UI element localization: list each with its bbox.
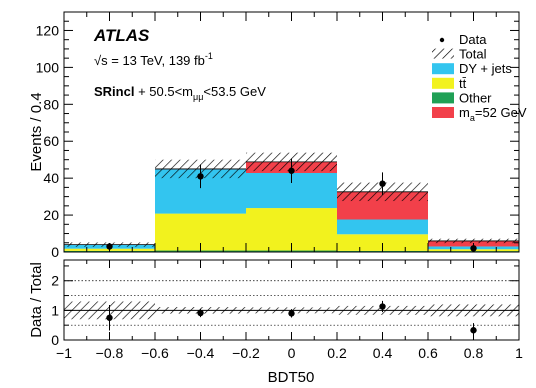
legend-label-main-0: Data — [459, 32, 487, 47]
ratio-ticks — [63, 260, 520, 341]
main-y-tick-label-6: 120 — [36, 22, 60, 38]
x-tick-label-1: −0.8 — [96, 345, 124, 361]
x-tick-labels: −1 −0.8 −0.6 −0.4 −0.2 0 0.2 0.4 0.6 0.8 1 — [56, 345, 523, 361]
legend-label-sub-5: a — [470, 113, 475, 123]
ratio-points — [106, 300, 477, 338]
x-tick-label-0: −1 — [56, 345, 72, 361]
main-y-tick-label-2: 40 — [43, 170, 59, 186]
total-hatch-bin-4 — [428, 238, 519, 244]
legend-hatch-1 — [432, 48, 454, 59]
legend-label-5: ma=52 GeV — [459, 105, 527, 123]
x-tick-label-4: −0.2 — [232, 345, 260, 361]
x-axis-label: BDT50 — [268, 369, 315, 386]
legend-swatch-4 — [432, 92, 454, 104]
x-tick-label-7: 0.4 — [373, 345, 393, 361]
legend-label-main-2: DY + jets — [459, 61, 512, 76]
legend-label-3: tt̄ — [459, 76, 467, 91]
bar-2-bin-3 — [337, 219, 428, 235]
legend-label-main-5: m — [459, 105, 470, 120]
total-uncertainty-band — [64, 152, 519, 247]
x-tick-label-5: 0 — [288, 345, 296, 361]
data-point-1 — [197, 173, 204, 180]
ratio-point-4 — [470, 327, 477, 334]
main-y-tick-label-1: 20 — [43, 207, 59, 223]
legend-label-2: DY + jets — [459, 61, 512, 76]
ratio-y-tick-label-1: 1 — [51, 302, 59, 318]
bar-1-bin-3 — [337, 234, 428, 251]
ratio-plot-frame — [63, 259, 520, 341]
main-y-tick-label-0: 0 — [51, 244, 59, 260]
x-tick-label-9: 0.8 — [464, 345, 484, 361]
legend-label-4: Other — [459, 90, 492, 105]
main-ticks — [63, 11, 520, 253]
ratio-point-1 — [197, 309, 204, 317]
main-plot: 0 20 40 60 80 100 120 — [36, 11, 520, 260]
data-point-2 — [288, 167, 295, 174]
legend-swatch-3 — [432, 77, 454, 89]
legend-label-1: Total — [459, 47, 487, 62]
x-tick-label-8: 0.6 — [418, 345, 438, 361]
ratio-y-tick-label-0: 0 — [51, 332, 59, 348]
main-y-tick-labels: 0 20 40 60 80 100 120 — [36, 22, 60, 260]
ratio-band-bin-4 — [428, 304, 519, 317]
ratio-point-3 — [379, 303, 386, 310]
experiment-label: ATLAS — [93, 26, 150, 45]
main-y-tick-label-3: 60 — [43, 133, 59, 149]
legend-label-main-3: tt̄ — [459, 76, 467, 91]
x-tick-label-6: 0.2 — [327, 345, 347, 361]
region-label: SRincl + 50.5<mμμ<53.5 GeV — [94, 84, 266, 102]
legend-swatch-2 — [432, 63, 454, 75]
energy-label: √s = 13 TeV, 139 fb-1 — [94, 51, 213, 68]
ratio-y-axis-label: Data / Total — [28, 262, 45, 338]
x-tick-label-2: −0.6 — [141, 345, 169, 361]
legend-label-main-1: Total — [459, 47, 487, 62]
x-tick-label-10: 1 — [515, 345, 523, 361]
main-y-tick-label-4: 80 — [43, 96, 59, 112]
data-point-3 — [379, 180, 386, 187]
ratio-point-2 — [288, 310, 295, 317]
ratio-y-tick-label-2: 2 — [51, 273, 59, 289]
legend-label-tail-5: =52 GeV — [475, 105, 527, 120]
legend-label-main-4: Other — [459, 90, 492, 105]
ratio-point-0 — [106, 314, 113, 321]
y-axis-label: Events / 0.4 — [28, 92, 45, 171]
ratio-y-tick-labels: 0 1 2 — [51, 273, 59, 348]
legend-marker-0 — [439, 37, 445, 43]
legend-swatch-5 — [432, 107, 454, 118]
ratio-plot: 0 1 2 — [51, 259, 520, 348]
legend-label-0: Data — [459, 32, 487, 47]
main-y-tick-label-5: 100 — [36, 59, 60, 75]
x-tick-label-3: −0.4 — [187, 345, 215, 361]
